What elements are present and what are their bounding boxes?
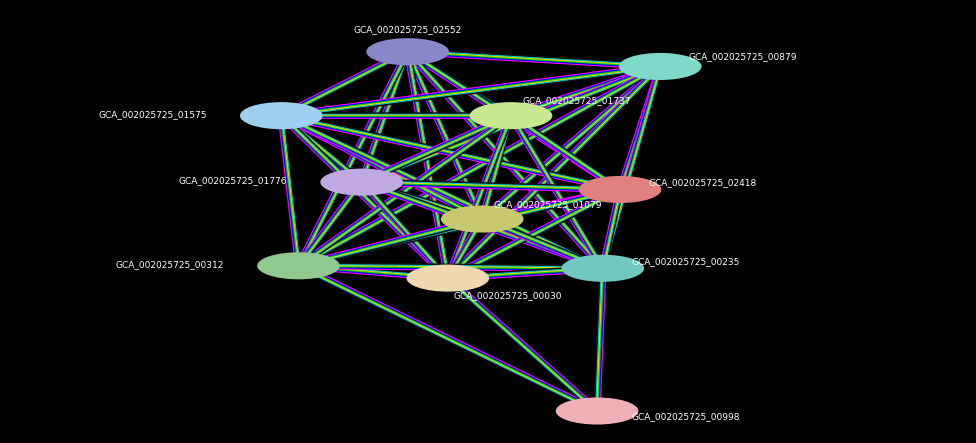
Ellipse shape (366, 38, 449, 65)
Ellipse shape (441, 206, 523, 233)
Text: GCA_002025725_01737: GCA_002025725_01737 (522, 97, 630, 105)
Text: GCA_002025725_00235: GCA_002025725_00235 (631, 257, 740, 266)
Text: GCA_002025725_00312: GCA_002025725_00312 (115, 260, 224, 269)
Text: GCA_002025725_01575: GCA_002025725_01575 (99, 110, 207, 119)
Ellipse shape (320, 169, 403, 196)
Text: GCA_002025725_00030: GCA_002025725_00030 (454, 291, 562, 300)
Ellipse shape (579, 176, 662, 203)
Text: GCA_002025725_01079: GCA_002025725_01079 (494, 200, 602, 209)
Text: GCA_002025725_00998: GCA_002025725_00998 (631, 412, 740, 421)
Ellipse shape (619, 53, 702, 80)
Text: GCA_002025725_01776: GCA_002025725_01776 (179, 176, 287, 185)
Ellipse shape (240, 102, 323, 129)
Ellipse shape (561, 255, 644, 282)
Ellipse shape (469, 102, 552, 129)
Text: GCA_002025725_00879: GCA_002025725_00879 (689, 52, 797, 61)
Ellipse shape (258, 252, 340, 280)
Ellipse shape (406, 264, 489, 291)
Text: GCA_002025725_02552: GCA_002025725_02552 (353, 25, 462, 35)
Ellipse shape (555, 397, 638, 424)
Text: GCA_002025725_02418: GCA_002025725_02418 (649, 179, 757, 187)
